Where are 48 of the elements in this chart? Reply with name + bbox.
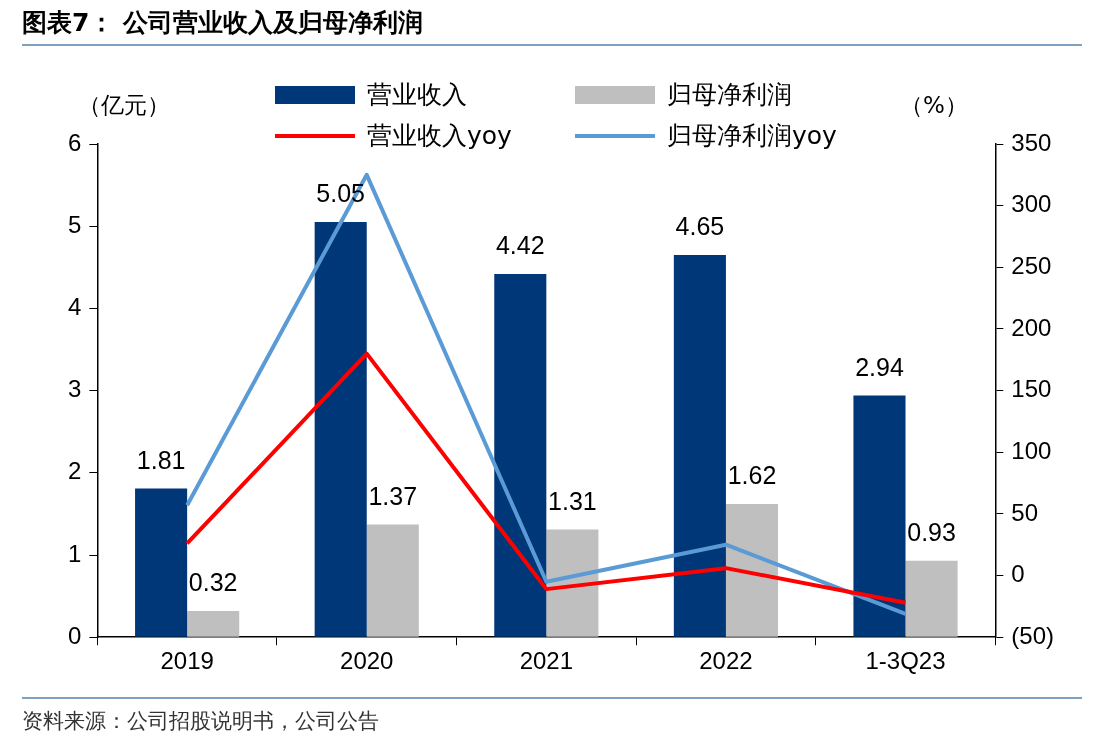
bar [905, 560, 958, 637]
y2-tick-label: (50) [1011, 621, 1055, 649]
bar [546, 529, 599, 637]
x-tick-label: 2022 [699, 647, 753, 675]
y2-tick-label: 100 [1011, 436, 1052, 464]
data-label: 4.42 [495, 231, 545, 260]
bar [366, 524, 419, 637]
data-label: 1.37 [368, 481, 418, 510]
x-tick-label: 2020 [340, 647, 394, 675]
bar [853, 395, 906, 637]
x-tick-label: 2021 [519, 647, 574, 675]
data-label: 1.62 [727, 461, 777, 490]
data-label: 1.81 [136, 445, 186, 474]
y2-tick-label: 50 [1011, 498, 1039, 526]
data-label: 0.32 [188, 568, 238, 597]
y-tick-label: 2 [67, 457, 82, 485]
bar [314, 222, 367, 637]
y-tick-label: 3 [67, 375, 82, 403]
bar [494, 273, 547, 637]
data-label: 2.94 [855, 352, 904, 381]
legend-label: 归母净利润yoy [667, 120, 837, 152]
data-label: 4.65 [675, 212, 725, 241]
y2-tick-label: 350 [1011, 128, 1052, 156]
y2-tick-label: 250 [1011, 251, 1052, 279]
legend-label: 归母净利润 [667, 79, 792, 111]
chart-title: 图表7： 公司营业收入及归母净利润 [22, 7, 424, 39]
legend-label: 营业收入yoy [367, 120, 512, 152]
bar [725, 504, 779, 637]
bar [673, 254, 726, 637]
y2-tick-label: 300 [1011, 190, 1052, 218]
y-tick-label: 6 [67, 128, 82, 156]
text: 资料来源：公司招股说明书，公司公告 [22, 708, 379, 735]
data-label: 1.31 [548, 486, 597, 515]
bar [135, 488, 188, 637]
bar [187, 610, 240, 637]
y2-tick-label: 200 [1011, 313, 1052, 341]
data-label: 0.93 [907, 518, 956, 547]
x-tick-label: 1-3Q23 [865, 647, 946, 675]
legend-label: 营业收入 [367, 79, 467, 111]
y2-tick-label: 0 [1011, 560, 1025, 588]
y-tick-label: 4 [67, 293, 82, 321]
y-axis-title: （亿元） [78, 91, 170, 120]
y2-axis-title: （%） [900, 91, 968, 120]
y2-tick-label: 150 [1011, 375, 1052, 403]
y-tick-label: 0 [67, 621, 82, 649]
y-tick-label: 1 [67, 539, 82, 567]
y-tick-label: 5 [67, 210, 82, 238]
x-tick-label: 2019 [160, 647, 214, 675]
